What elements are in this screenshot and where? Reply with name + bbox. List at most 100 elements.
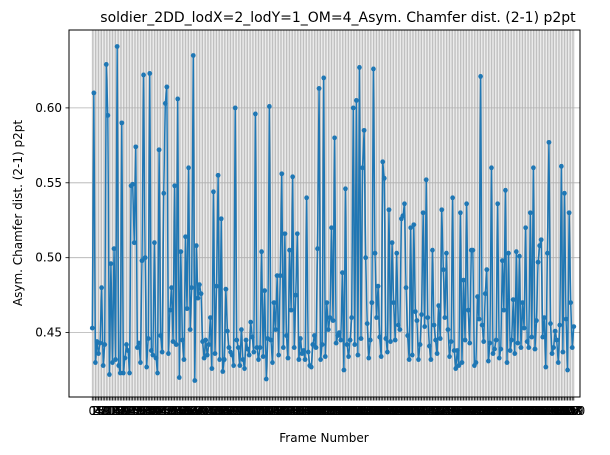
x-tick-label: 35 [139,404,154,418]
x-tick-label: 115 [259,404,282,418]
x-tick-label: 93 [229,404,244,418]
x-tick-label: 258 [482,404,505,418]
x-tick-label: 134 [289,404,312,418]
x-tick-label: 109 [250,404,273,418]
data-point [395,322,401,328]
x-tick-label: 280 [516,404,539,418]
x-tick-label: 184 [367,404,390,418]
data-point [520,300,525,306]
data-point [150,352,156,358]
x-tick-label: 99 [238,404,253,418]
data-point [513,249,519,255]
x-tick-label: 260 [485,404,508,418]
data-point [389,240,395,246]
x-tick-label: 232 [441,404,464,418]
x-tick-label: 98 [237,404,252,418]
data-point [232,105,238,111]
data-point [423,177,429,183]
data-point [540,334,546,340]
data-point [321,75,327,81]
x-tick-label: 119 [266,404,289,418]
x-tick-label: 171 [346,404,369,418]
x-tick-label: 27 [127,404,142,418]
data-point [563,316,569,322]
x-tick-label: 224 [429,404,452,418]
x-tick-label: 276 [510,404,533,418]
data-point [450,195,456,201]
x-tick-label: 221 [424,404,447,418]
data-point [367,337,373,343]
data-point [417,342,423,347]
data-point [378,354,384,359]
data-point [173,342,179,347]
data-point [346,354,351,359]
data-point [221,357,227,362]
x-tick-label: 268 [497,404,520,418]
x-tick-label: 147 [309,404,332,418]
x-tick-label: 204 [398,404,421,418]
data-point [198,291,204,297]
data-point [527,210,533,216]
data-point [133,144,139,150]
x-tick-label: 53 [167,404,182,418]
data-point [172,183,178,189]
x-tick-label: 161 [331,404,354,418]
x-tick-label: 57 [173,404,188,418]
x-tick-label: 291 [533,404,556,418]
data-point [155,370,160,376]
x-tick-label: 59 [176,404,191,418]
x-tick-label: 228 [435,404,458,418]
data-point [349,315,355,321]
data-point [473,360,479,365]
data-point [293,292,299,298]
x-tick-label: 151 [315,404,338,418]
x-tick-label: 233 [443,404,466,418]
data-point [383,336,389,341]
data-point [534,318,539,324]
x-tick-label: 213 [412,404,435,418]
x-tick-label: 200 [391,404,414,418]
x-tick-label: 38 [144,404,159,418]
data-point [308,364,314,370]
x-tick-label: 178 [357,404,380,418]
data-point [517,253,522,259]
data-point [504,360,510,365]
x-tick-label: 172 [348,404,371,418]
data-point [496,355,502,361]
x-tick-label: 157 [325,404,348,418]
data-point [440,267,446,273]
data-point [481,339,487,344]
data-point [211,189,216,195]
data-point [364,321,370,326]
x-tick-label: 163 [334,404,357,418]
data-point [167,307,173,313]
x-tick-label: 106 [245,404,268,418]
x-tick-label: 210 [407,404,430,418]
data-point [271,300,277,306]
x-tick-label: 139 [297,404,320,418]
x-tick-label: 185 [368,404,391,418]
x-tick-label: 284 [522,404,545,418]
data-point [478,74,483,79]
x-tick-label: 218 [419,404,442,418]
data-point [161,190,167,196]
data-point [302,357,308,362]
data-point [506,250,511,256]
x-tick-label: 220 [423,404,446,418]
data-point [503,187,508,193]
data-point [106,372,112,377]
data-point [493,337,499,343]
data-point [512,351,518,356]
data-point [252,111,258,117]
data-point [537,243,543,249]
data-point [189,285,195,291]
x-tick-label: 208 [404,404,427,418]
data-point [203,337,209,343]
x-tick-label: 259 [483,404,506,418]
data-point [558,163,564,169]
data-point [426,343,432,349]
data-point [341,367,347,373]
data-point [479,322,485,328]
x-tick-label: 225 [430,404,453,418]
